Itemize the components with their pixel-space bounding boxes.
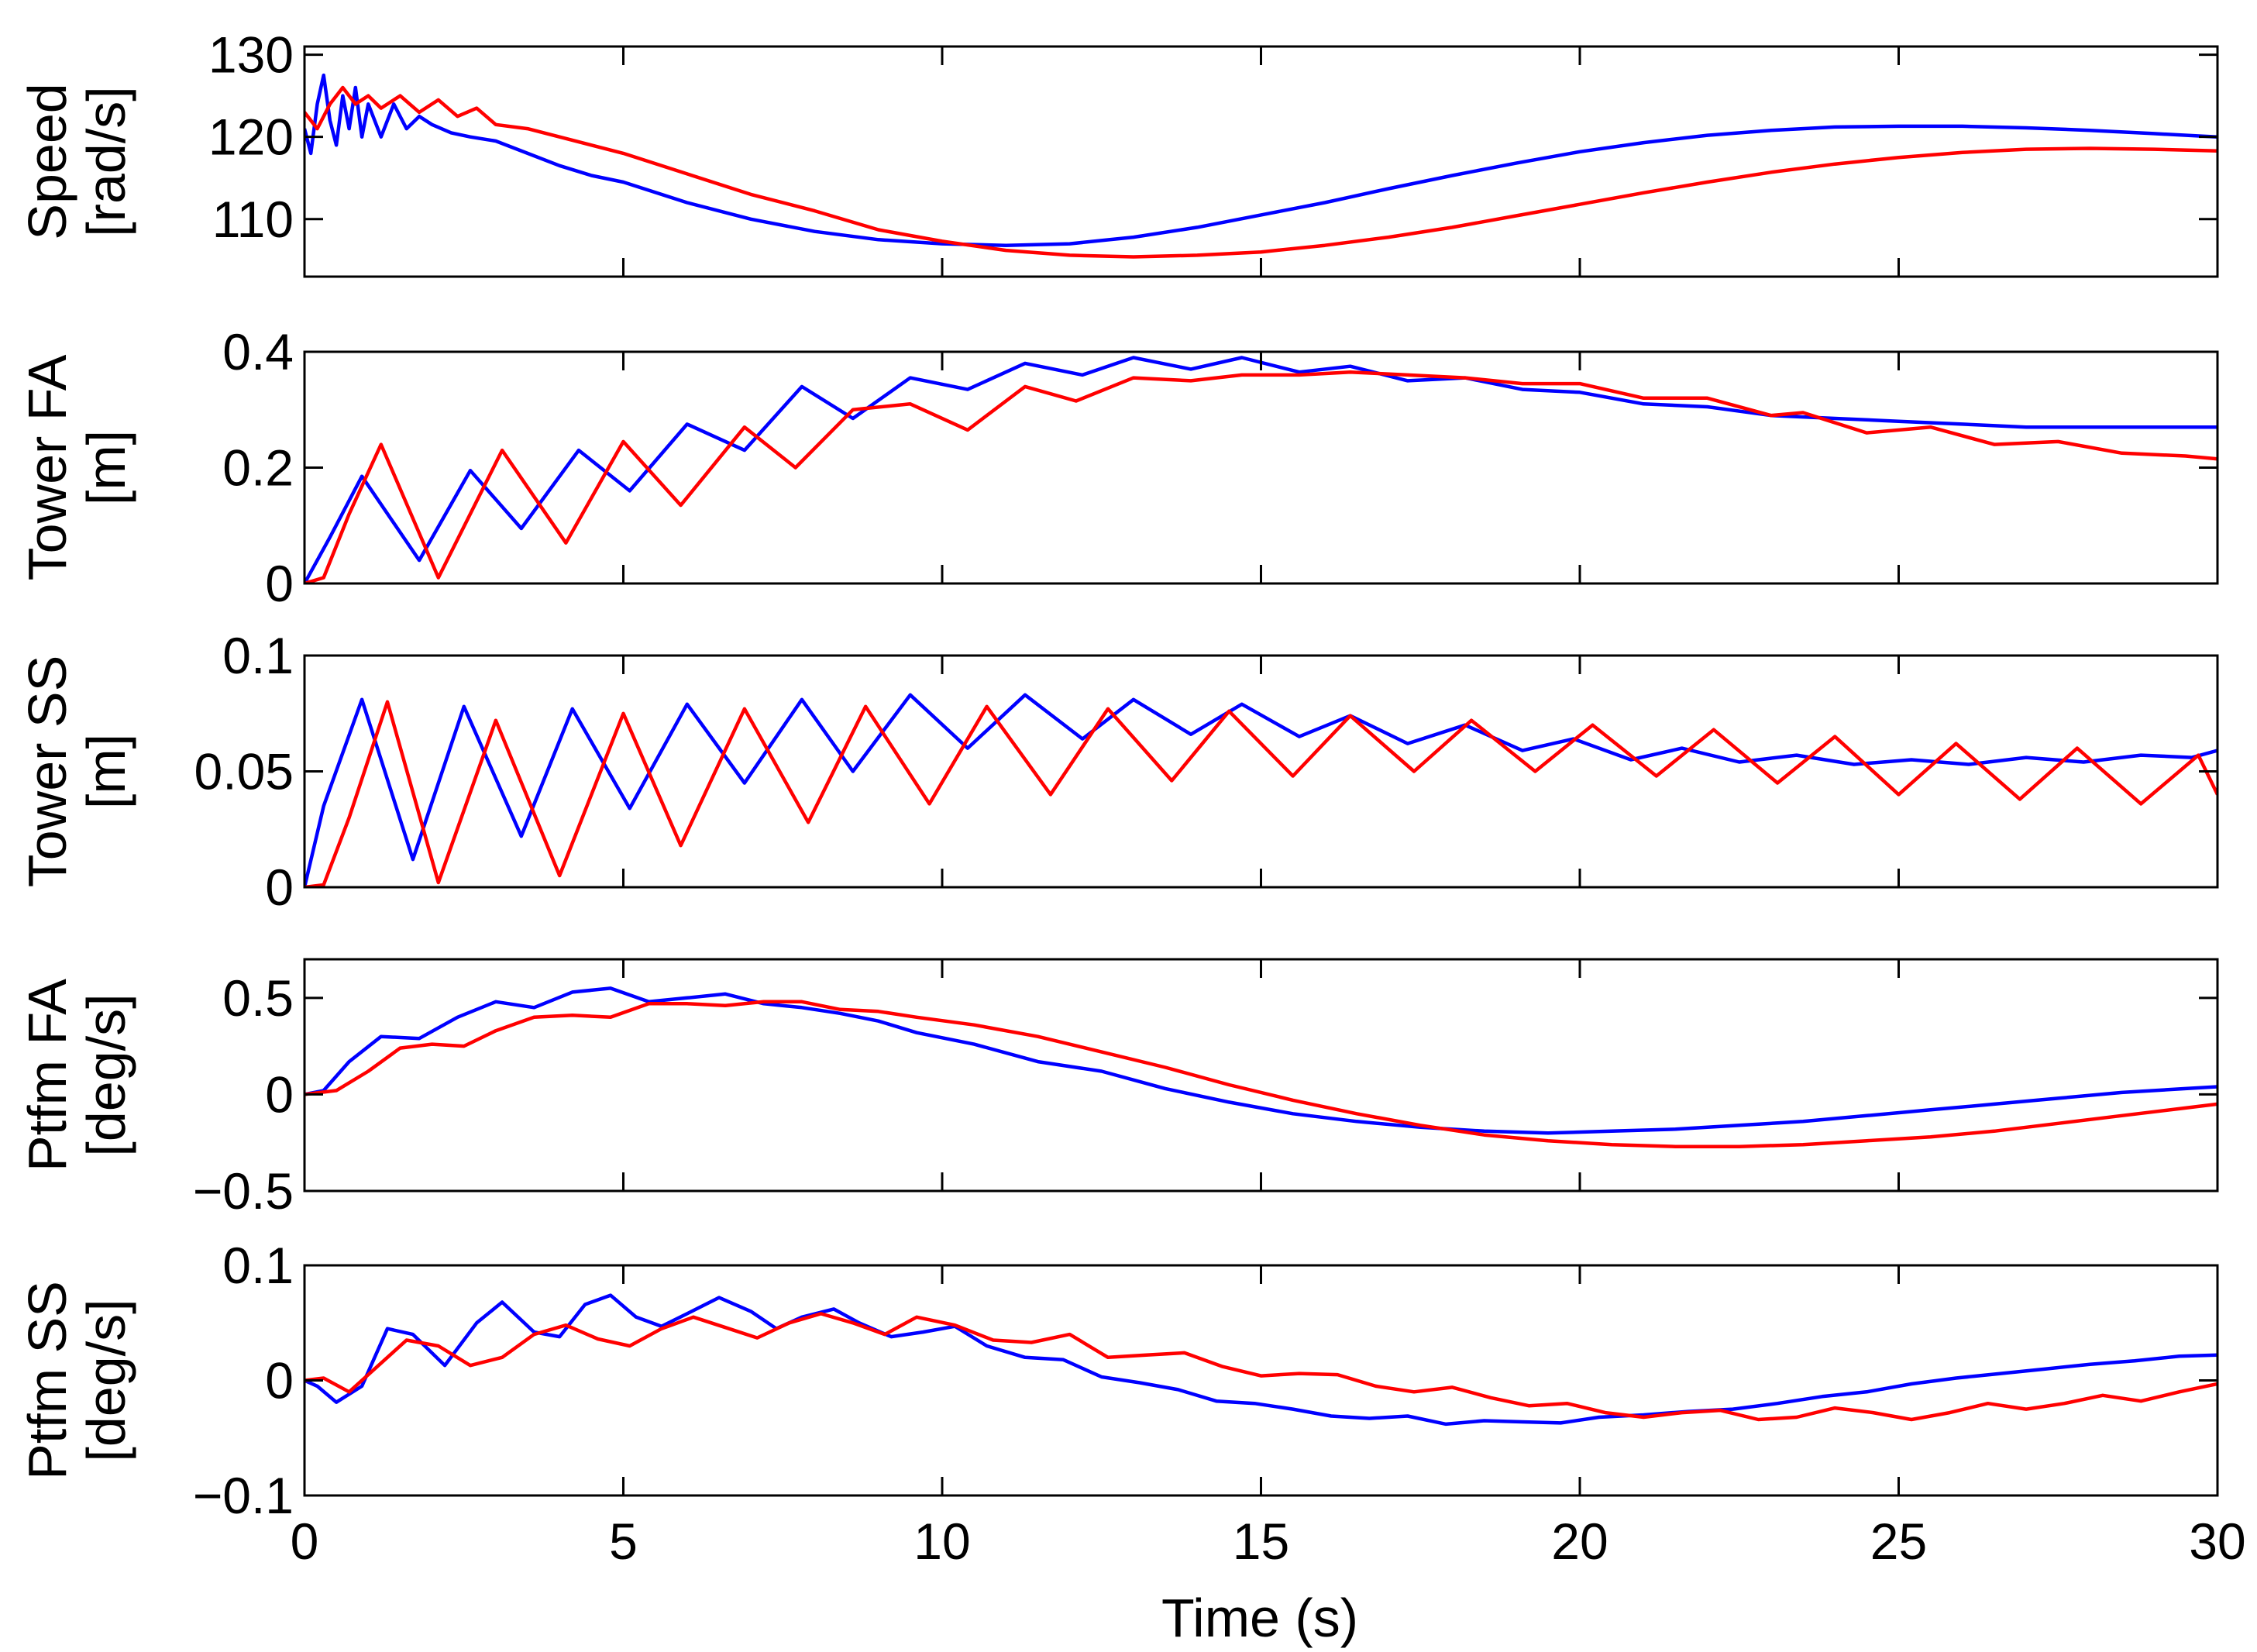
series-blue-line (304, 356, 2217, 583)
series-blue-line (304, 1293, 2217, 1427)
plot-frame (303, 350, 2219, 585)
y-axis-label: Tower SS (17, 656, 77, 888)
y-tick-label: 120 (208, 108, 294, 166)
series-blue-line (304, 693, 2217, 887)
y-tick-label: 0.1 (222, 1237, 294, 1294)
y-axis-label: Tower FA (17, 354, 77, 580)
y-tick-label: 0.5 (222, 969, 294, 1027)
x-tick-label: 5 (609, 1513, 638, 1570)
y-tick-label: 0.05 (194, 743, 294, 800)
y-tick-label: 0.4 (222, 323, 294, 380)
y-tick-label: 130 (208, 26, 294, 84)
y-tick-label: 110 (212, 191, 294, 248)
x-tick-label: 10 (913, 1513, 970, 1570)
plot-frame (303, 45, 2219, 278)
panel-1: 110 120 130 Speed[rad/s] (17, 26, 2219, 278)
series-red-line (304, 85, 2217, 259)
x-tick-labels: 0 5 10 15 20 25 30 (291, 1513, 2246, 1570)
y-axis-label: [m] (76, 734, 136, 809)
y-tick-label: 0 (265, 1352, 294, 1409)
y-axis-label: Ptfm FA (17, 979, 77, 1172)
panel-5: −0.1 0 0.1 Ptfm SS[deg/s] (17, 1237, 2219, 1524)
series-red-line (304, 370, 2217, 583)
series-blue-line (304, 73, 2217, 247)
y-axis-label: [m] (76, 430, 136, 505)
panel-2: 0 0.2 0.4 Tower FA[m] (17, 323, 2219, 612)
series-blue-line (304, 986, 2217, 1135)
y-tick-label: 0 (265, 555, 294, 612)
y-axis-label: [deg/s] (76, 993, 136, 1156)
x-tick-label: 30 (2189, 1513, 2245, 1570)
y-axis-label: Ptfm SS (17, 1281, 77, 1480)
y-axis-label: Speed (17, 83, 77, 239)
y-tick-label: 0.1 (222, 627, 294, 684)
x-axis-label: Time (s) (1161, 1588, 1358, 1648)
plot-frame (303, 958, 2219, 1193)
x-tick-label: 0 (291, 1513, 319, 1570)
y-axis-label: [deg/s] (76, 1299, 136, 1461)
y-tick-label: 0.2 (222, 439, 294, 497)
y-tick-label: 0 (265, 1065, 294, 1123)
panel-3: 0 0.05 0.1 Tower SS[m] (17, 627, 2219, 916)
y-tick-label: 0 (265, 859, 294, 916)
plot-frame (303, 654, 2219, 889)
x-tick-label: 25 (1870, 1513, 1927, 1570)
panel-4: −0.5 0 0.5 Ptfm FA[deg/s] (17, 958, 2219, 1220)
series-red-line (304, 1312, 2217, 1422)
series-red-line (304, 1000, 2217, 1148)
y-tick-label: −0.5 (193, 1162, 294, 1220)
series-red-line (304, 700, 2217, 887)
x-tick-label: 20 (1551, 1513, 1608, 1570)
x-tick-label: 15 (1233, 1513, 1289, 1570)
y-tick-label: −0.1 (193, 1467, 294, 1524)
y-axis-label: [rad/s] (76, 86, 136, 237)
